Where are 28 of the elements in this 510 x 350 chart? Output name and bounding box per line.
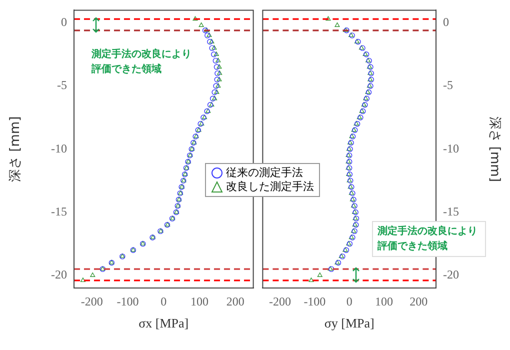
y-tick-label: -5 (443, 78, 453, 92)
x-tick-label: -100 (116, 294, 139, 308)
x-axis-title: σy [MPa] (324, 316, 374, 331)
x-tick-label: 200 (226, 294, 244, 308)
x-axis-title: σx [MPa] (138, 316, 189, 331)
legend-label: 従来の測定手法 (226, 166, 303, 180)
x-tick-label: 0 (160, 294, 167, 308)
x-tick-label: -200 (269, 294, 292, 308)
x-tick-label: -100 (304, 294, 326, 308)
legend-label: 改良した測定手法 (226, 180, 314, 194)
y-tick-label: -20 (443, 268, 459, 282)
y-tick-label: -10 (51, 141, 67, 156)
x-tick-label: 0 (346, 294, 352, 308)
y-tick-label: -20 (51, 268, 67, 282)
y-axis-title: 深さ [mm] (8, 116, 24, 182)
annotation: 測定手法の改良により評価できた領域 (88, 44, 200, 79)
annotation: 測定手法の改良により評価できた領域 (372, 220, 486, 257)
y-tick-label: 0 (61, 14, 67, 29)
x-tick-label: 200 (410, 294, 428, 308)
y-tick-label: 0 (443, 14, 449, 29)
y-tick-label: -5 (57, 78, 67, 92)
y-tick-label: -15 (443, 204, 459, 218)
y-tick-label: -15 (51, 204, 67, 218)
y-tick-label: -10 (443, 141, 459, 156)
x-tick-label: -200 (80, 294, 103, 308)
y-axis-title: 深さ [mm] (486, 116, 502, 182)
x-tick-label: 100 (375, 294, 394, 308)
x-tick-label: 100 (190, 294, 209, 308)
